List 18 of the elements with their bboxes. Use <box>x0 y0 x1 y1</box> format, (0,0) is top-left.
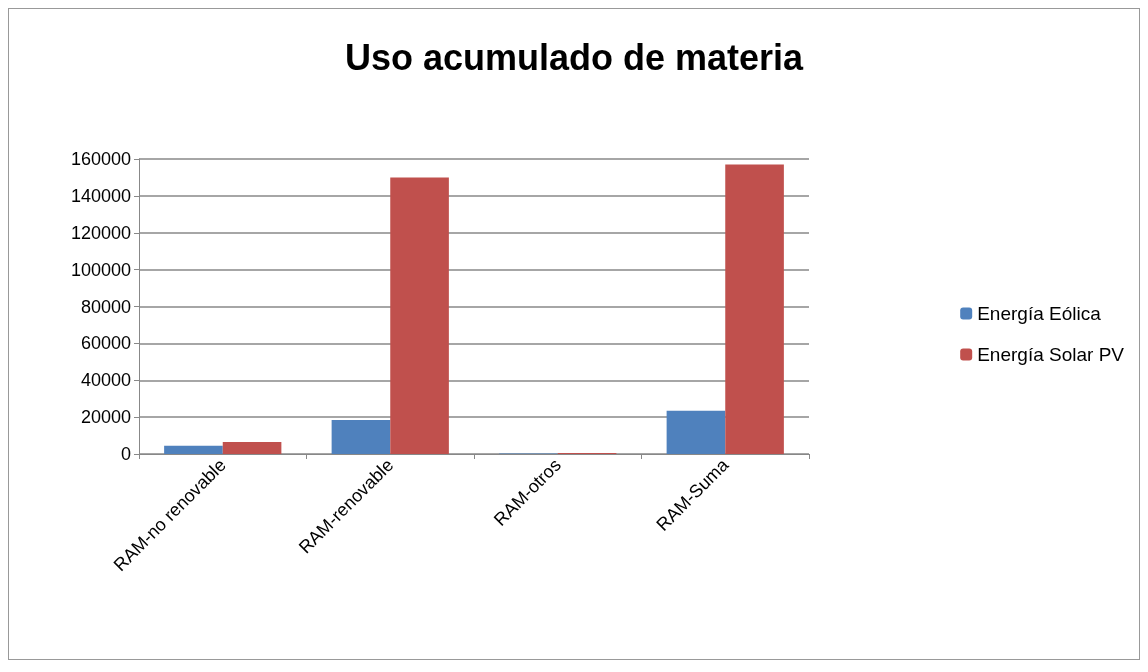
y-tick-label: 80000 <box>80 296 131 317</box>
y-tick-label: 20000 <box>80 407 131 428</box>
chart-title: Uso acumulado de materia <box>344 36 805 78</box>
bar <box>222 442 282 454</box>
bar <box>164 445 223 454</box>
y-tick-label: 0 <box>120 444 131 464</box>
bar <box>331 419 391 454</box>
y-tick-label: 160000 <box>70 149 131 169</box>
y-tick-label: 140000 <box>70 185 131 206</box>
y-tick-label: 100000 <box>70 259 131 280</box>
bar <box>725 164 784 454</box>
legend-label: Energía Eólica <box>977 303 1102 324</box>
y-tick-label: 40000 <box>80 370 131 391</box>
y-tick-label: 120000 <box>70 222 131 243</box>
y-tick-label: 60000 <box>80 333 131 354</box>
bar <box>666 410 726 454</box>
bar <box>390 177 449 454</box>
legend-label: Energía Solar PV <box>977 344 1125 365</box>
